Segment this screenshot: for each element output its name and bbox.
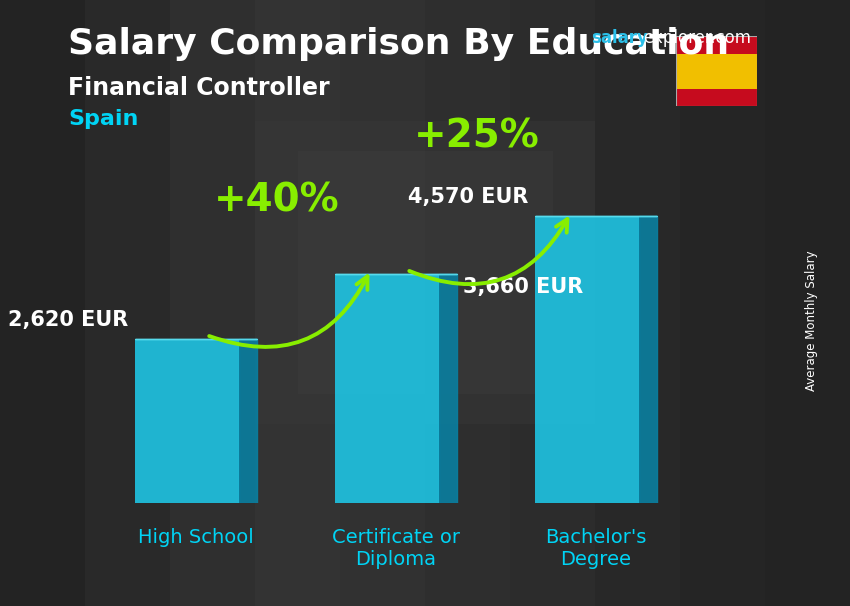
Text: Spain: Spain [68,109,139,129]
Bar [298,152,552,394]
Text: Salary Comparison By Education: Salary Comparison By Education [68,27,729,61]
Bar [255,0,340,606]
Text: explorer.com: explorer.com [643,29,751,47]
Bar [676,54,756,88]
Bar [340,0,425,606]
Bar [765,0,850,606]
Text: salary: salary [591,29,648,47]
Polygon shape [439,273,456,503]
Bar [0,0,85,606]
Text: +25%: +25% [414,118,540,156]
Bar [335,273,439,503]
Bar [510,0,595,606]
Text: 4,570 EUR: 4,570 EUR [409,187,529,207]
Bar [85,0,170,606]
Bar [170,0,255,606]
Bar [535,216,639,503]
Text: Average Monthly Salary: Average Monthly Salary [805,251,819,391]
Bar [676,36,756,54]
Bar [676,88,756,106]
Text: Financial Controller: Financial Controller [68,76,330,100]
Bar [134,339,239,503]
Text: +40%: +40% [214,182,339,220]
Bar [425,0,510,606]
Bar [680,0,765,606]
Text: 2,620 EUR: 2,620 EUR [8,310,128,330]
Bar [595,0,680,606]
Polygon shape [239,339,257,503]
Text: Bachelor's
Degree: Bachelor's Degree [545,528,647,570]
Polygon shape [639,216,657,503]
Text: High School: High School [138,528,253,547]
Text: Certificate or
Diploma: Certificate or Diploma [332,528,460,570]
Bar [255,121,595,424]
Text: 3,660 EUR: 3,660 EUR [462,277,583,297]
